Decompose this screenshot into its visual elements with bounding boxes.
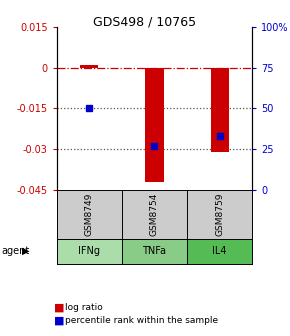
Text: IL4: IL4 (212, 246, 227, 256)
Text: ■: ■ (54, 316, 64, 326)
Text: agent: agent (1, 246, 30, 256)
Text: TNFa: TNFa (142, 246, 166, 256)
Bar (145, 68, 164, 182)
Bar (211, 68, 229, 152)
Text: GDS498 / 10765: GDS498 / 10765 (93, 15, 197, 28)
Text: GSM8749: GSM8749 (85, 193, 94, 236)
Text: GSM8754: GSM8754 (150, 193, 159, 236)
Text: ■: ■ (54, 302, 64, 312)
Text: ▶: ▶ (22, 246, 29, 256)
Text: log ratio: log ratio (65, 303, 103, 312)
Text: percentile rank within the sample: percentile rank within the sample (65, 317, 218, 325)
Text: GSM8759: GSM8759 (215, 193, 224, 236)
Text: IFNg: IFNg (78, 246, 100, 256)
Bar (80, 65, 98, 68)
